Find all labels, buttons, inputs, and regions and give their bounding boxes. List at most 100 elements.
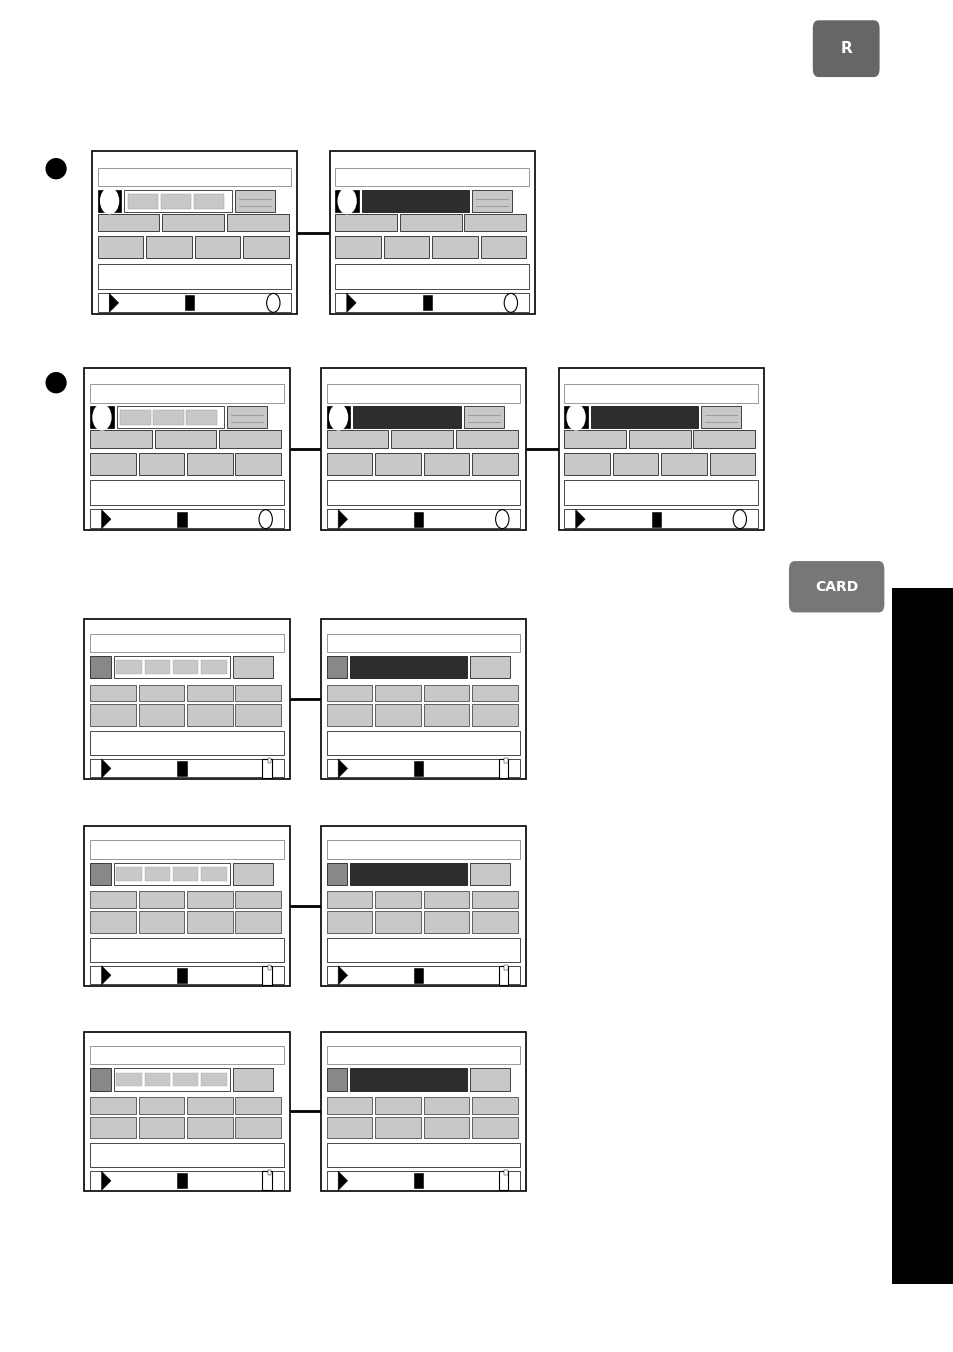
Bar <box>590 407 698 429</box>
Bar <box>375 684 420 702</box>
Bar <box>335 214 396 231</box>
Polygon shape <box>102 758 111 777</box>
Bar <box>326 430 388 448</box>
Bar <box>375 911 420 933</box>
Bar <box>219 430 280 448</box>
Bar <box>326 1144 520 1167</box>
Bar <box>399 214 461 231</box>
Bar <box>177 761 187 776</box>
Bar <box>97 214 159 231</box>
Bar <box>268 1171 271 1175</box>
Bar <box>201 660 227 673</box>
Bar <box>235 891 280 909</box>
Bar <box>262 1171 272 1190</box>
Bar <box>383 237 429 258</box>
Bar <box>326 704 372 726</box>
Bar <box>891 588 953 1284</box>
Bar <box>335 264 528 289</box>
Circle shape <box>329 404 347 430</box>
Bar <box>113 863 231 886</box>
Bar <box>375 453 420 475</box>
Bar <box>432 237 477 258</box>
Bar <box>177 968 187 983</box>
Bar <box>326 841 520 859</box>
Bar <box>243 237 288 258</box>
Bar <box>326 684 372 702</box>
Bar <box>628 430 690 448</box>
Bar <box>227 407 267 429</box>
Bar <box>138 704 184 726</box>
Bar <box>335 293 528 312</box>
Bar <box>91 704 135 726</box>
Bar <box>235 684 280 702</box>
Text: CARD: CARD <box>814 580 858 594</box>
Bar <box>97 168 291 187</box>
Polygon shape <box>575 510 584 529</box>
Bar <box>233 1068 273 1091</box>
Bar <box>320 826 525 986</box>
Bar <box>233 656 273 679</box>
Bar <box>326 1117 372 1138</box>
Bar <box>91 1096 135 1114</box>
Bar <box>472 891 517 909</box>
Bar <box>177 511 187 527</box>
FancyBboxPatch shape <box>788 561 883 612</box>
Polygon shape <box>102 1171 111 1190</box>
Text: R: R <box>840 41 851 57</box>
Bar <box>172 1072 198 1086</box>
Bar <box>612 453 658 475</box>
Bar <box>185 295 194 311</box>
Bar <box>353 407 460 429</box>
Polygon shape <box>102 965 111 984</box>
Polygon shape <box>337 1171 347 1190</box>
Bar <box>350 863 467 886</box>
Bar <box>423 891 469 909</box>
Bar <box>91 1144 283 1167</box>
Bar <box>326 965 520 984</box>
Bar <box>320 1032 525 1191</box>
Bar <box>91 634 283 652</box>
Bar <box>116 407 224 429</box>
Bar <box>145 1072 170 1086</box>
Bar <box>85 826 290 986</box>
Bar <box>262 758 272 777</box>
Bar <box>91 1068 111 1091</box>
Bar <box>472 1096 517 1114</box>
Bar <box>335 237 380 258</box>
Bar <box>233 863 273 886</box>
Bar <box>470 863 509 886</box>
Bar <box>128 193 158 210</box>
Bar <box>91 684 135 702</box>
Bar <box>498 758 508 777</box>
Bar <box>120 410 151 426</box>
Bar <box>326 407 350 429</box>
Bar <box>91 384 283 403</box>
Bar <box>235 911 280 933</box>
FancyBboxPatch shape <box>812 20 879 77</box>
Bar <box>116 1072 142 1086</box>
Bar <box>187 911 233 933</box>
Bar <box>234 191 274 212</box>
Bar <box>423 1117 469 1138</box>
Bar <box>172 660 198 673</box>
Bar <box>138 453 184 475</box>
Bar <box>85 368 290 530</box>
Bar <box>91 480 283 506</box>
Bar <box>326 1068 347 1091</box>
Bar <box>235 704 280 726</box>
Bar <box>326 758 520 777</box>
Bar <box>326 656 347 679</box>
Bar <box>138 1096 184 1114</box>
Bar <box>472 453 517 475</box>
Bar <box>235 1117 280 1138</box>
Bar <box>375 1096 420 1114</box>
Bar <box>268 758 271 763</box>
Bar <box>470 656 509 679</box>
Bar <box>91 1117 135 1138</box>
Bar <box>326 863 347 886</box>
Bar <box>201 867 227 880</box>
Bar <box>563 430 625 448</box>
Bar <box>85 619 290 779</box>
Bar <box>472 191 512 212</box>
Bar <box>414 968 423 983</box>
